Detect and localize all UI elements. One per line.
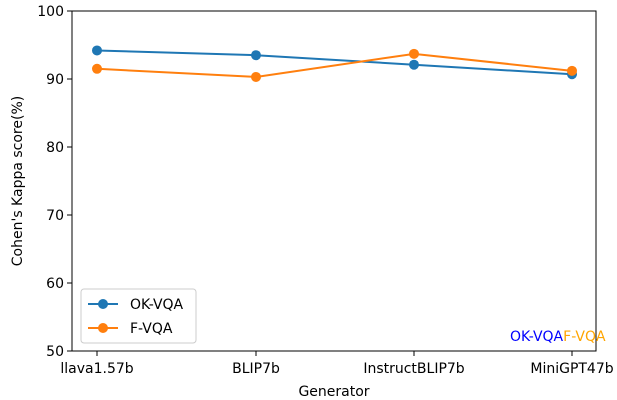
y-tick-label: 70 — [46, 208, 64, 224]
data-point — [251, 71, 261, 82]
plot-frame — [71, 10, 597, 352]
series-line — [96, 52, 573, 78]
series-line — [96, 49, 573, 76]
corner-series-labels: OK-VQAF-VQA — [510, 329, 606, 345]
legend-marker — [98, 299, 108, 309]
y-tick-label: 50 — [46, 344, 64, 360]
legend-marker — [98, 323, 108, 333]
data-point — [92, 45, 102, 56]
y-tick-label: 60 — [46, 276, 64, 292]
x-tick-label: BLIP7b — [232, 361, 280, 377]
x-tick-label: MiniGPT47b — [530, 361, 613, 377]
legend-label: F-VQA — [130, 321, 173, 337]
data-point — [567, 65, 577, 76]
series-layer — [92, 45, 577, 82]
data-point — [251, 50, 261, 61]
y-tick-label: 80 — [46, 140, 64, 156]
x-axis-label: Generator — [298, 384, 369, 400]
corner-label-f-vqa: F-VQA — [563, 329, 606, 345]
x-tick-label: InstructBLIP7b — [363, 361, 464, 377]
data-point — [409, 48, 419, 59]
data-point — [92, 63, 102, 74]
legend-box — [80, 288, 197, 344]
y-tick-label: 100 — [37, 4, 64, 20]
legend: OK-VQA F-VQA — [80, 288, 197, 344]
legend-label: OK-VQA — [130, 297, 184, 313]
y-tick-label: 90 — [46, 72, 64, 88]
x-tick-label: llava1.57b — [60, 361, 133, 377]
y-axis: 50 60 70 80 90 100 — [37, 4, 72, 360]
corner-label-ok-vqa: OK-VQA — [510, 329, 564, 345]
x-axis: llava1.57b BLIP7b InstructBLIP7b MiniGPT47b — [60, 351, 614, 377]
y-axis-label: Cohen's Kappa score(%) — [10, 96, 26, 266]
data-point — [409, 59, 419, 70]
